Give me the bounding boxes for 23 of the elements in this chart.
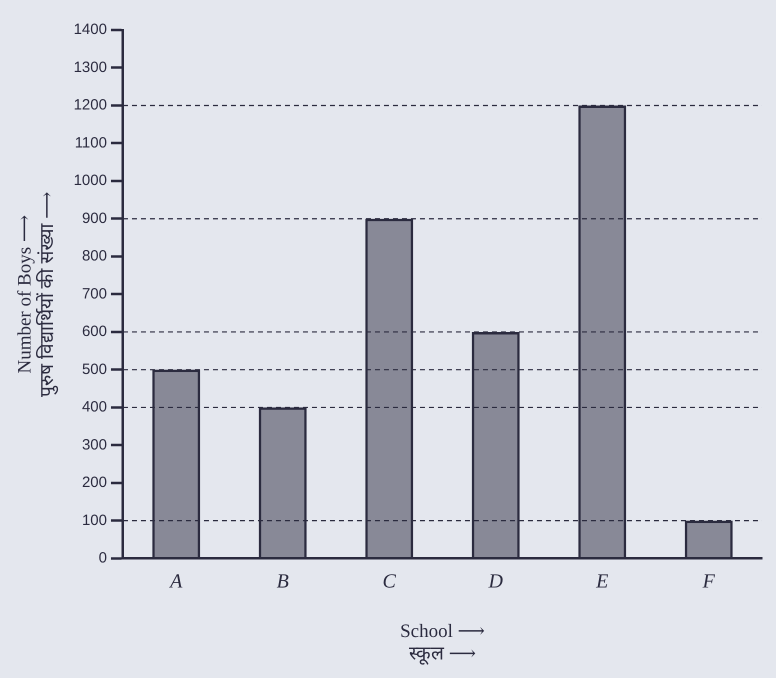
y-tick-label: 1300 <box>74 58 107 76</box>
x-tick-label: D <box>488 570 504 593</box>
x-axis-title: School ⟶ स्कूल ⟶ <box>400 620 485 666</box>
y-tick-label: 500 <box>82 360 107 378</box>
y-tick-label: 1000 <box>74 172 107 190</box>
y-tick-label: 1100 <box>74 134 107 152</box>
x-tick-label: F <box>702 570 716 593</box>
y-tick-label: 100 <box>82 512 107 529</box>
x-tick-label: B <box>276 570 289 593</box>
y-axis-title: Number of Boys ⟶ पुरुष विद्यार्थियों की संख्या ⟶ <box>14 192 60 397</box>
y-tick-label: 600 <box>82 323 107 340</box>
y-tick-label: 300 <box>82 436 107 454</box>
y-tick-label: 1200 <box>74 96 107 114</box>
y-tick-label: 400 <box>82 398 107 416</box>
x-tick-label: C <box>382 570 397 593</box>
y-tick-label: 0 <box>98 550 107 567</box>
y-tick-label: 700 <box>82 285 107 302</box>
y-tick-label: 900 <box>82 210 107 227</box>
x-tick-label: E <box>595 570 608 593</box>
x-tick-label: A <box>168 570 184 593</box>
y-tick-label: 200 <box>82 474 107 492</box>
y-tick-label: 1400 <box>74 21 107 38</box>
y-tick-label: 800 <box>82 248 107 265</box>
